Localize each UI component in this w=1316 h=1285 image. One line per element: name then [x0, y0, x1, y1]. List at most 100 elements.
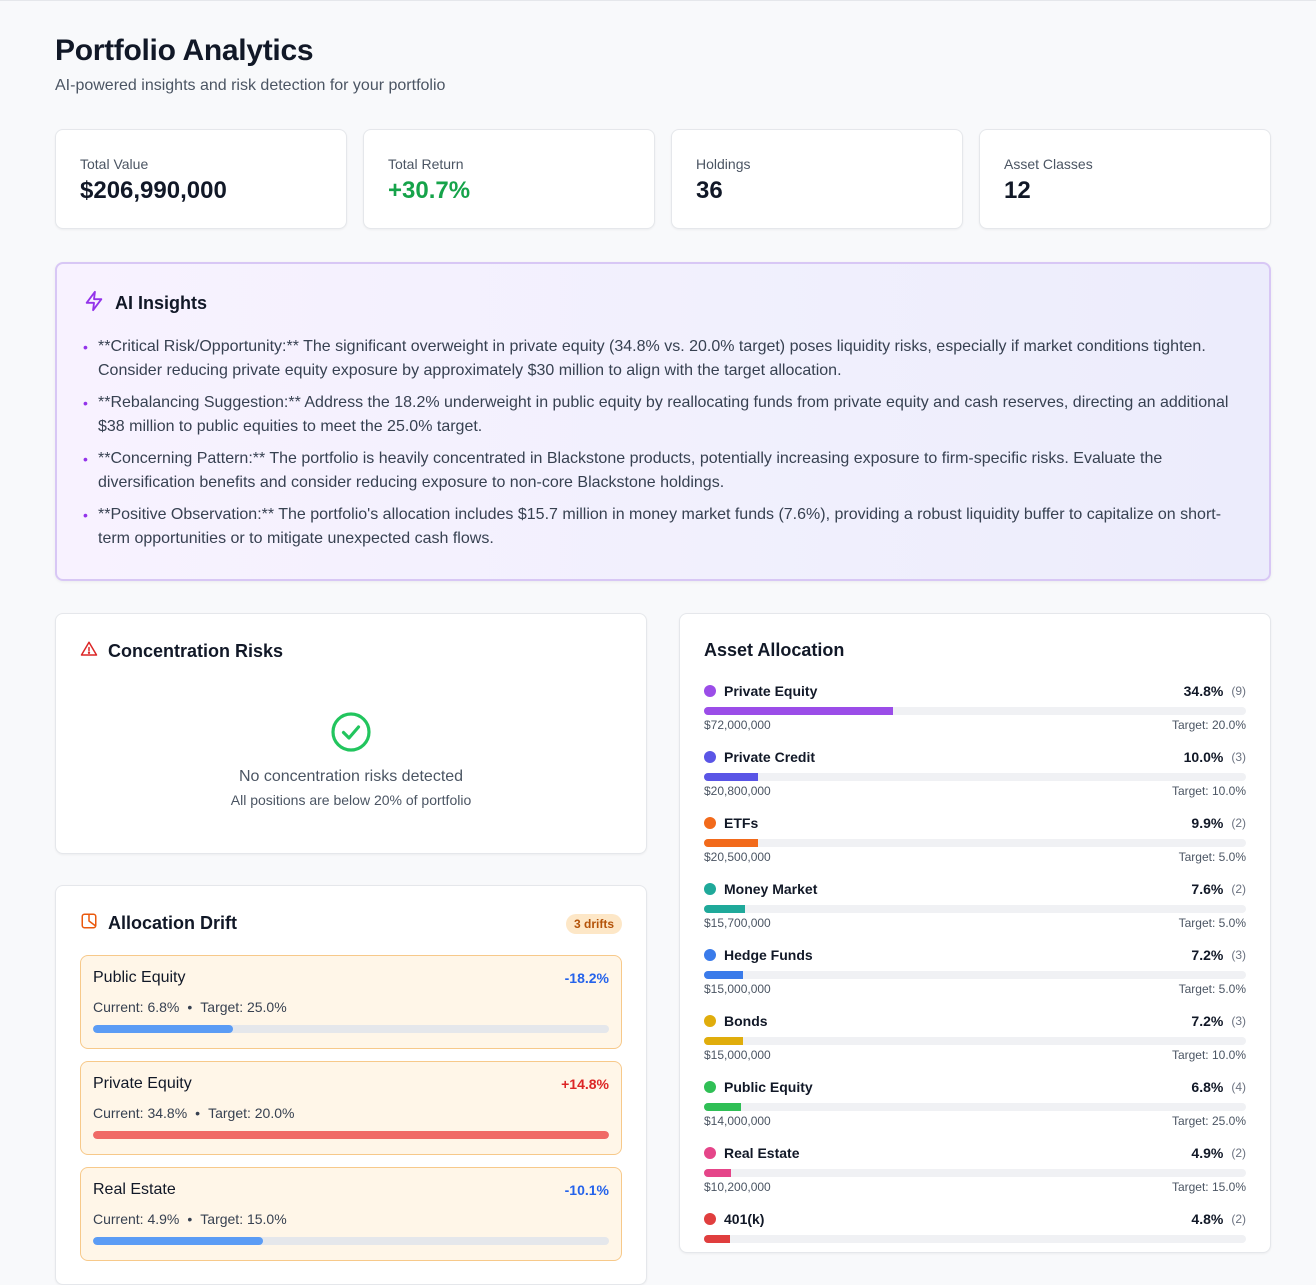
allocation-row-header: 401(k) 4.8% (2)	[704, 1211, 1246, 1227]
allocation-bar-fill	[704, 1169, 731, 1177]
ai-insights-header: AI Insights	[83, 290, 1243, 317]
drift-row: Public Equity -18.2%	[93, 969, 609, 987]
holding-count: (2)	[1231, 1146, 1246, 1160]
allocation-bar-track	[704, 839, 1246, 847]
page-subtitle: AI-powered insights and risk detection f…	[55, 77, 446, 94]
allocation-row: Money Market 7.6% (2) $15,700,000 Target: 5.…	[704, 881, 1246, 947]
drift-progress-track	[93, 1025, 609, 1033]
no-risks-title: No concentration risks detected	[238, 768, 464, 785]
drift-current: Current: 34.8%	[93, 1105, 188, 1121]
check-circle-icon	[330, 712, 372, 757]
asset-class-percent: 4.8%	[1191, 1211, 1224, 1227]
holding-count: (3)	[1231, 1014, 1246, 1028]
asset-class-percent: 6.8%	[1191, 1079, 1224, 1095]
asset-class-target: Target: 25.0%	[1171, 1114, 1246, 1128]
separator-dot: •	[195, 1105, 201, 1121]
drift-current: Current: 6.8%	[93, 999, 180, 1015]
allocation-row-footer: $15,000,000 Target: 10.0%	[704, 1048, 1246, 1062]
allocation-row: Hedge Funds 7.2% (3) $15,000,000 Target: 5.0…	[704, 947, 1246, 1013]
stat-card-total-value: Total Value $206,990,000	[55, 129, 347, 229]
stat-card-total-return: Total Return +30.7%	[363, 129, 655, 229]
drift-progress-fill	[93, 1025, 234, 1033]
holding-count: (2)	[1231, 1212, 1246, 1226]
allocation-row-header: Bonds 7.2% (3)	[704, 1013, 1246, 1029]
color-dot	[704, 1015, 716, 1027]
holding-count: (3)	[1231, 750, 1246, 764]
asset-class-percent: 7.2%	[1191, 947, 1224, 963]
allocation-bar-fill	[704, 1103, 741, 1111]
asset-allocation-header: Asset Allocation	[704, 640, 1246, 661]
stat-label: Total Value	[80, 156, 149, 172]
allocation-row-footer: $10,200,000 Target: 15.0%	[704, 1180, 1246, 1194]
allocation-row: ETFs 9.9% (2) $20,500,000 Target: 5.0%	[704, 815, 1246, 881]
drift-meta: Current: 4.9% • Target: 15.0%	[93, 1211, 609, 1227]
bullet: •	[83, 395, 88, 411]
allocation-row: Private Equity 34.8% (9) $72,000,000 Target:…	[704, 683, 1246, 749]
allocation-bar-fill	[704, 773, 759, 781]
drift-meta: Current: 34.8% • Target: 20.0%	[93, 1105, 609, 1121]
drift-current: Current: 4.9%	[93, 1211, 180, 1227]
asset-class-percent: 4.9%	[1191, 1145, 1224, 1161]
asset-allocation-title: Asset Allocation	[704, 640, 845, 660]
asset-class-percent: 9.9%	[1191, 815, 1224, 831]
insight-text: **Positive Observation:** The portfolio'…	[98, 506, 1222, 547]
asset-class-percent: 7.6%	[1191, 881, 1224, 897]
asset-class-name: Private Equity	[724, 683, 818, 699]
concentration-risks-header: Concentration Risks	[80, 640, 622, 663]
ai-insights-card: AI Insights • **Critical Risk/Opportunity…	[55, 262, 1271, 581]
stat-value: +30.7%	[388, 177, 471, 204]
asset-class-target: Target: 10.0%	[1171, 1048, 1246, 1062]
allocation-row: Bonds 7.2% (3) $15,000,000 Target: 10.0%	[704, 1013, 1246, 1079]
no-risks-state: No concentration risks detected All posi…	[80, 711, 622, 808]
color-dot	[704, 1147, 716, 1159]
asset-class-amount: $20,500,000	[704, 850, 771, 864]
bullet: •	[83, 507, 88, 523]
drift-delta: -18.2%	[564, 970, 609, 986]
drift-item: Real Estate -10.1% Current: 4.9% • Target: 1…	[80, 1167, 622, 1261]
color-dot	[704, 1213, 716, 1225]
asset-class-target: Target: 20.0%	[1171, 718, 1246, 732]
asset-class-percent: 10.0%	[1183, 749, 1224, 765]
allocation-row-header: ETFs 9.9% (2)	[704, 815, 1246, 831]
asset-class-amount: $15,700,000	[704, 916, 771, 930]
drift-target: Target: 25.0%	[200, 999, 287, 1015]
allocation-bar-track	[704, 1103, 1246, 1111]
allocation-bar-fill	[704, 1037, 744, 1045]
drift-item: Private Equity +14.8% Current: 34.8% • Targe…	[80, 1061, 622, 1155]
allocation-row-footer: $14,000,000 Target: 25.0%	[704, 1114, 1246, 1128]
allocation-row-header: Real Estate 4.9% (2)	[704, 1145, 1246, 1161]
insight-item: • **Concerning Pattern:** The portfolio i…	[83, 447, 1243, 495]
stat-card-asset-classes: Asset Classes 12	[979, 129, 1271, 229]
stat-value: $206,990,000	[80, 177, 227, 204]
allocation-row-footer: $20,500,000 Target: 5.0%	[704, 850, 1246, 864]
stat-card-holdings: Holdings 36	[671, 129, 963, 229]
asset-class-name: Hedge Funds	[724, 947, 813, 963]
asset-class-name: Real Estate	[724, 1145, 800, 1161]
allocation-bar-track	[704, 773, 1246, 781]
warning-triangle-icon	[80, 640, 98, 663]
asset-class-name: Bonds	[724, 1013, 768, 1029]
asset-class-target: Target: 5.0%	[1178, 982, 1246, 996]
asset-class-amount: $10,200,000	[704, 1180, 771, 1194]
holding-count: (2)	[1231, 882, 1246, 896]
insight-text: **Rebalancing Suggestion:** Address the …	[98, 394, 1229, 435]
stat-value: 12	[1004, 177, 1031, 204]
allocation-row-footer: $20,800,000 Target: 10.0%	[704, 784, 1246, 798]
drift-name: Public Equity	[93, 969, 186, 986]
color-dot	[704, 817, 716, 829]
asset-class-amount: $15,000,000	[704, 1048, 771, 1062]
asset-class-amount: $20,800,000	[704, 784, 771, 798]
allocation-row-footer: $72,000,000 Target: 20.0%	[704, 718, 1246, 732]
allocation-bar-fill	[704, 905, 746, 913]
allocation-row-footer: $15,700,000 Target: 5.0%	[704, 916, 1246, 930]
drift-target: Target: 20.0%	[208, 1105, 295, 1121]
allocation-drift-card: Allocation Drift 3 drifts Public Equity -…	[55, 885, 647, 1285]
allocation-row-header: Money Market 7.6% (2)	[704, 881, 1246, 897]
allocation-row-header: Public Equity 6.8% (4)	[704, 1079, 1246, 1095]
concentration-risks-card: Concentration Risks No concentration ris…	[55, 613, 647, 854]
insight-text: **Concerning Pattern:** The portfolio is…	[98, 450, 1163, 491]
separator-dot: •	[187, 1211, 193, 1227]
stat-value: 36	[696, 177, 723, 204]
asset-class-target: Target: 10.0%	[1171, 784, 1246, 798]
allocation-row: Public Equity 6.8% (4) $14,000,000 Target: 2…	[704, 1079, 1246, 1145]
